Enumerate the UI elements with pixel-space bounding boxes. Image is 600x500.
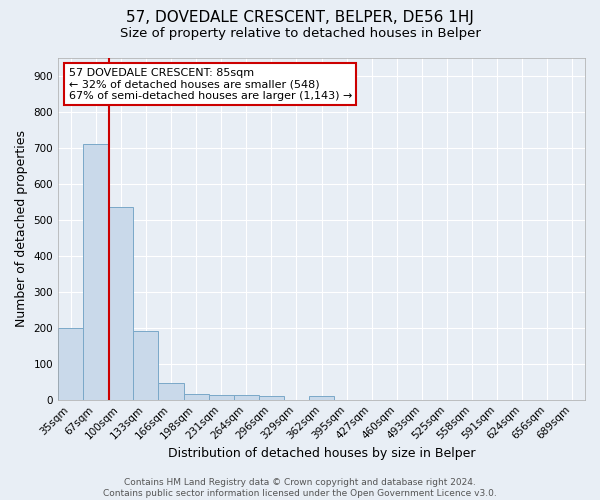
Bar (108, 207, 133, 400)
Text: 57, DOVEDALE CRESCENT, BELPER, DE56 1HJ: 57, DOVEDALE CRESCENT, BELPER, DE56 1HJ (126, 10, 474, 25)
Bar (158, 383, 184, 400)
Y-axis label: Number of detached properties: Number of detached properties (15, 130, 28, 327)
Bar (58, 328, 83, 400)
Text: Size of property relative to detached houses in Belper: Size of property relative to detached ho… (119, 28, 481, 40)
Bar (209, 395, 233, 400)
Text: Contains HM Land Registry data © Crown copyright and database right 2024.
Contai: Contains HM Land Registry data © Crown c… (103, 478, 497, 498)
X-axis label: Distribution of detached houses by size in Belper: Distribution of detached houses by size … (168, 447, 475, 460)
Text: 57 DOVEDALE CRESCENT: 85sqm
← 32% of detached houses are smaller (548)
67% of se: 57 DOVEDALE CRESCENT: 85sqm ← 32% of det… (68, 68, 352, 101)
Bar (259, 396, 284, 400)
Bar (233, 396, 259, 400)
Bar (309, 396, 334, 400)
Bar (184, 394, 209, 400)
Bar (83, 144, 108, 400)
Bar (133, 332, 158, 400)
